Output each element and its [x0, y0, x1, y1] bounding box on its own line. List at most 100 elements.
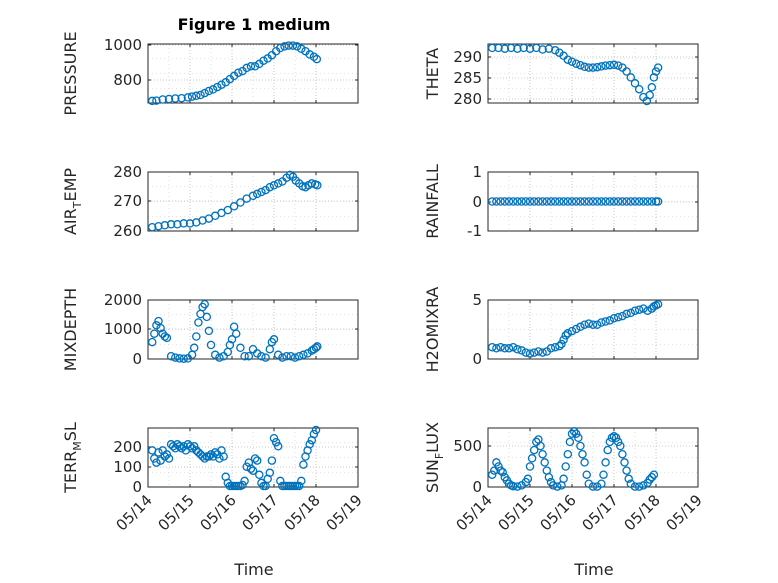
data-point	[613, 312, 623, 322]
data-point	[487, 43, 497, 53]
data-point	[273, 179, 283, 188]
data-point	[525, 349, 535, 358]
data-point	[506, 43, 516, 53]
data-point	[261, 185, 270, 195]
data-point	[257, 351, 266, 361]
data-point	[634, 197, 644, 206]
data-point	[255, 470, 264, 480]
data-point	[250, 454, 260, 463]
data-point	[616, 441, 625, 451]
data-point	[634, 482, 644, 491]
data-point	[297, 476, 306, 486]
data-point	[622, 67, 631, 76]
data-point	[177, 444, 186, 453]
data-point	[223, 205, 233, 215]
data-point	[187, 92, 197, 101]
data-point	[311, 425, 321, 435]
data-point	[519, 43, 528, 53]
data-point	[265, 468, 275, 478]
data-point	[580, 458, 589, 467]
data-point	[548, 481, 558, 490]
data-point	[225, 340, 235, 350]
data-point	[571, 59, 581, 68]
data-point	[187, 444, 197, 453]
y-tick-label: 285	[453, 69, 482, 87]
data-point	[154, 448, 163, 457]
data-point	[273, 442, 283, 451]
data-point	[639, 197, 648, 206]
data-point	[513, 345, 522, 354]
data-point	[597, 479, 606, 488]
data-point	[236, 198, 245, 207]
data-point	[559, 197, 568, 206]
data-point	[496, 466, 505, 475]
data-point	[630, 306, 640, 315]
data-point	[607, 433, 617, 443]
data-point	[649, 73, 659, 82]
data-point	[630, 79, 640, 88]
data-point	[565, 437, 575, 447]
data-point	[563, 329, 573, 338]
data-point	[240, 476, 249, 486]
data-point	[538, 197, 547, 206]
x-tick-label: 05/18	[281, 491, 324, 534]
data-point	[563, 449, 573, 459]
data-point	[653, 300, 663, 309]
data-point	[177, 93, 186, 103]
data-point	[639, 481, 648, 490]
data-point	[267, 456, 277, 465]
x-tick-label: 05/19	[663, 491, 706, 534]
data-point	[588, 197, 598, 206]
y-axis-label: AIRTEMP	[61, 168, 84, 235]
y-tick-label: 280	[453, 90, 482, 108]
y-tick-label: 1000	[104, 320, 142, 338]
data-point	[599, 470, 608, 479]
data-point	[246, 62, 256, 71]
data-point	[229, 202, 239, 211]
data-point	[294, 481, 304, 491]
x-tick-label: 05/14	[453, 491, 496, 534]
data-point	[185, 219, 195, 228]
data-point	[613, 61, 623, 70]
data-point	[299, 350, 308, 360]
x-tick-label: 05/16	[537, 491, 580, 534]
data-point	[311, 343, 321, 353]
series-markers	[147, 299, 322, 363]
chart-panel-2: 280 285 290 THETA	[423, 43, 699, 108]
data-point	[542, 197, 552, 206]
data-point	[160, 221, 170, 230]
data-point	[645, 90, 654, 100]
data-point	[240, 351, 249, 361]
series-markers	[487, 43, 663, 106]
x-tick-label: 05/14	[113, 491, 156, 534]
y-tick-label: 270	[113, 192, 142, 210]
y-tick-label: 2000	[104, 291, 142, 309]
data-point	[504, 197, 514, 206]
data-point	[517, 197, 526, 206]
data-point	[204, 452, 214, 461]
data-point	[273, 350, 283, 360]
data-point	[613, 197, 623, 206]
data-point	[584, 479, 594, 488]
y-tick-label: -1	[467, 222, 482, 240]
chart-panel-5: 0 1000 2000 MIXDEPTH	[61, 288, 359, 371]
y-tick-label: 0	[472, 350, 482, 368]
data-point	[305, 50, 314, 59]
data-point	[557, 339, 566, 349]
data-point	[592, 482, 602, 491]
y-axis-label: RAINFALL	[423, 164, 442, 239]
chart-panel-6: 0 5 H2OMIXRA	[423, 287, 699, 372]
data-point	[179, 442, 188, 451]
data-point	[580, 320, 589, 329]
data-point	[521, 348, 531, 357]
chart-panel-3: 260 270 280 AIRTEMP	[61, 163, 359, 240]
data-point	[571, 197, 581, 206]
y-tick-label: 5	[472, 291, 482, 309]
x-tick-label: 05/15	[495, 491, 538, 534]
y-tick-label: 290	[453, 48, 482, 66]
data-point	[622, 197, 631, 206]
data-point	[597, 197, 606, 206]
data-point	[576, 322, 585, 332]
